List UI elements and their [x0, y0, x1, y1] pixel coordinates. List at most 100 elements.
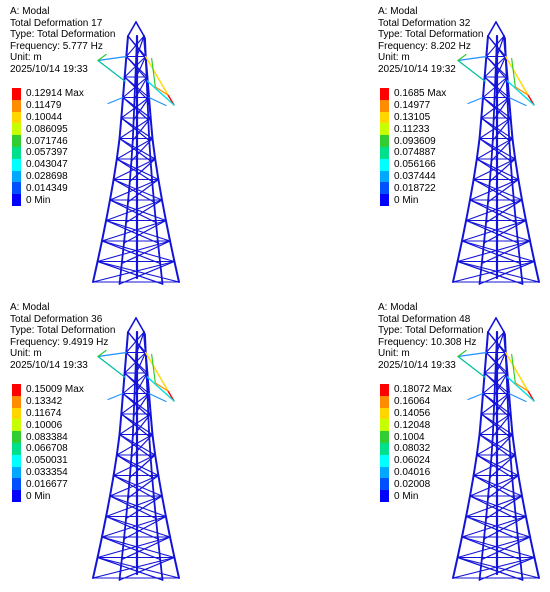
tower-member	[125, 331, 145, 354]
legend-row: 0.14056	[380, 407, 452, 420]
tower-member	[157, 474, 163, 497]
tower-member	[509, 117, 514, 140]
tower-member	[485, 35, 489, 58]
legend-row: 0.16064	[380, 395, 452, 408]
tower-member	[124, 55, 147, 78]
tower-member	[485, 199, 523, 224]
tower-member	[533, 556, 540, 579]
tower-member	[508, 392, 512, 415]
result-panel-1: A: Modal Total Deformation 17 Type: Tota…	[0, 0, 275, 296]
result-panel-3: A: Modal Total Deformation 36 Type: Tota…	[0, 296, 275, 592]
tower-member	[135, 317, 145, 333]
tower-member	[116, 158, 153, 183]
tower-member	[456, 536, 463, 559]
tower-member	[473, 454, 516, 477]
tower-member	[478, 413, 483, 436]
legend-row: 0.06024	[380, 454, 452, 467]
tower-member	[151, 57, 156, 88]
legend-swatch	[12, 454, 21, 467]
legend-value: 0.018722	[394, 182, 436, 194]
unit-label: Unit: m	[10, 52, 42, 64]
tower-member	[452, 260, 459, 283]
tower-member	[507, 119, 511, 142]
tower-member	[97, 53, 107, 62]
tower-member	[460, 219, 468, 242]
tower-member	[123, 221, 127, 244]
tower-member	[478, 117, 512, 140]
tower-member	[97, 355, 126, 378]
tower-member	[151, 137, 157, 160]
tower-member	[506, 80, 535, 106]
tower-member	[118, 433, 152, 458]
legend-swatch	[380, 99, 389, 112]
tower-member	[120, 538, 125, 561]
tower-member	[100, 515, 108, 538]
legend-row: 0.071746	[12, 135, 84, 147]
legend-row: 0 Min	[12, 194, 84, 206]
tower-member	[96, 240, 103, 263]
legend-row: 0.016677	[12, 478, 84, 491]
tower-member	[476, 433, 514, 456]
legend-value: 0.13342	[26, 396, 63, 408]
tower-member	[97, 556, 180, 579]
tower-member	[485, 331, 505, 354]
legend-swatch	[12, 111, 21, 124]
color-legend-1: 0.12914 Max 0.11479 0.10044 0.086095 0.0…	[12, 88, 84, 206]
tower-member	[109, 199, 157, 224]
legend-value: 0.14977	[394, 100, 431, 112]
legend-value: 0.050031	[26, 455, 68, 467]
tower-member	[457, 351, 487, 358]
tower-member	[452, 556, 459, 579]
tower-member	[483, 55, 488, 78]
tower-member	[105, 495, 163, 518]
tower-member	[465, 199, 472, 222]
tower-member	[480, 96, 484, 119]
tower-member	[461, 219, 527, 242]
legend-row: 0.066708	[12, 442, 84, 455]
legend-row: 0.11479	[12, 99, 84, 112]
tower-member	[92, 556, 175, 579]
legend-value: 0.014349	[26, 182, 68, 194]
tower-member	[478, 558, 483, 581]
tower-member	[160, 199, 167, 222]
tower-member	[476, 158, 513, 183]
tower-member	[149, 160, 154, 183]
tower-member	[144, 351, 169, 392]
tower-member	[507, 415, 511, 438]
tower-member	[493, 78, 497, 101]
legend-value: 0.1685 Max	[394, 88, 447, 100]
legend-value: 0.18072 Max	[394, 384, 452, 396]
tower-member	[113, 178, 155, 203]
tower-member	[116, 137, 154, 160]
legend-row: 0.15009 Max	[12, 384, 84, 396]
legend-swatch	[380, 466, 389, 479]
tower-member	[478, 260, 536, 285]
legend-value: 0.08032	[394, 443, 431, 455]
legend-row: 0.043047	[12, 158, 84, 171]
tower-member	[473, 474, 515, 499]
tower-member	[508, 139, 512, 162]
tower-member	[120, 242, 125, 265]
unit-label: Unit: m	[378, 348, 410, 360]
tower-member	[524, 219, 532, 242]
tower-member	[472, 158, 478, 181]
tower-member	[107, 96, 124, 105]
color-legend-2: 0.1685 Max 0.14977 0.13105 0.11233 0.093…	[380, 88, 446, 206]
legend-swatch	[12, 182, 21, 195]
tower-member	[125, 331, 129, 354]
tower-member	[508, 435, 512, 458]
result-name: Total Deformation 36	[10, 313, 103, 325]
tower-member	[118, 413, 123, 436]
tower-member	[504, 55, 529, 96]
tower-member	[120, 413, 150, 438]
tower-member	[116, 454, 153, 479]
legend-value: 0.11233	[394, 123, 430, 135]
tower-member	[511, 353, 516, 384]
tower-member	[485, 331, 489, 354]
tower-member	[146, 80, 175, 106]
legend-value: 0.057397	[26, 147, 68, 159]
tower-member	[109, 474, 115, 497]
legend-swatch	[12, 123, 21, 136]
tower-member	[480, 117, 510, 142]
tower-member	[457, 260, 540, 283]
